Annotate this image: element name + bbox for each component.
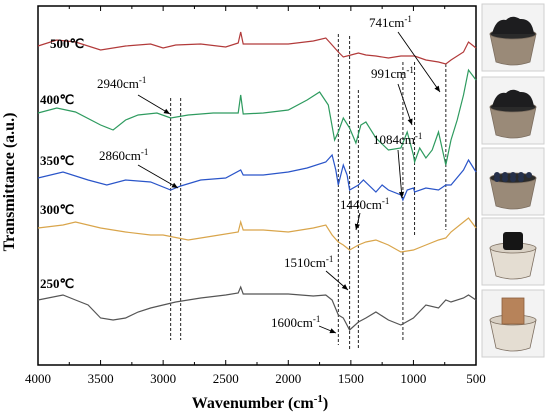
annotation-arrowhead — [341, 284, 348, 290]
annotation-label: 1440cm-1 — [340, 196, 389, 212]
series-labels: 500℃ 400℃ 350℃ 300℃ 250℃ — [40, 36, 84, 291]
wood-block-icon — [501, 297, 525, 325]
sample-photo — [481, 147, 545, 216]
annotation-arrow — [137, 94, 171, 115]
series-line — [37, 153, 477, 202]
x-tick-label: 2000 — [275, 371, 301, 386]
annotation-label: 1510cm-1 — [284, 254, 333, 270]
x-tick-label: 1500 — [338, 371, 364, 386]
series-line — [37, 31, 477, 65]
annotation-arrowhead — [407, 118, 413, 125]
annotation-arrowhead — [171, 182, 178, 188]
y-axis-title: Transmittance (a.u.) — [1, 113, 18, 252]
x-axis-title: Wavenumber (cm-1) — [192, 393, 328, 412]
series-line — [37, 285, 477, 331]
series-line — [37, 68, 477, 166]
x-tick-label: 4000 — [25, 371, 51, 386]
annotation-arrowhead — [329, 328, 336, 334]
series-label: 500℃ — [50, 36, 84, 51]
chart-axes — [37, 5, 477, 366]
annotation-arrowhead — [163, 108, 170, 114]
x-tick-label: 2500 — [213, 371, 239, 386]
annotation-arrow — [397, 83, 413, 126]
annotation-label: 2940cm-1 — [97, 75, 146, 91]
black-lumps-icon — [492, 16, 534, 34]
x-tick-label: 500 — [466, 371, 486, 386]
black-lumps-icon — [492, 89, 534, 107]
sample-photo — [481, 289, 545, 358]
granule-icon — [526, 172, 532, 178]
peak-annotations: 741cm-1 2940cm-1 991cm-1 2860cm-1 1084cm-1 14… — [97, 14, 441, 334]
annotation-arrowhead — [398, 191, 405, 198]
annotation-arrow — [137, 164, 179, 189]
granule-icon — [518, 176, 524, 182]
granule-icon — [494, 176, 500, 182]
annotation-label: 1084cm-1 — [373, 131, 422, 147]
annotation-arrowhead — [354, 223, 360, 230]
annotation-arrow — [397, 149, 403, 199]
annotation-label: 1600cm-1 — [271, 314, 320, 330]
series-label: 300℃ — [40, 202, 74, 217]
sample-photo — [481, 217, 545, 286]
series-line — [37, 217, 477, 253]
granule-icon — [502, 176, 508, 182]
sample-photo — [481, 3, 545, 72]
annotation-label: 2860cm-1 — [99, 147, 148, 163]
sample-photos — [481, 3, 545, 358]
annotation-arrow — [397, 31, 441, 93]
x-tick-label: 3000 — [150, 371, 176, 386]
sample-photo — [481, 76, 545, 145]
x-tick-label: 1000 — [400, 371, 426, 386]
annotation-arrowhead — [434, 85, 440, 92]
black-block-icon — [503, 232, 523, 250]
annotation-label: 741cm-1 — [369, 14, 412, 30]
series-label: 350℃ — [40, 153, 74, 168]
reference-lines — [170, 34, 447, 350]
plot-frame — [37, 5, 477, 366]
series-label: 400℃ — [40, 92, 74, 107]
spectra-curves — [37, 31, 477, 331]
annotation-label: 991cm-1 — [371, 65, 414, 81]
granule-icon — [510, 176, 516, 182]
series-label: 250℃ — [40, 276, 74, 291]
x-tick-label: 3500 — [88, 371, 114, 386]
x-tick-labels: 4000 3500 3000 2500 2000 1500 1000 500 — [25, 371, 486, 386]
